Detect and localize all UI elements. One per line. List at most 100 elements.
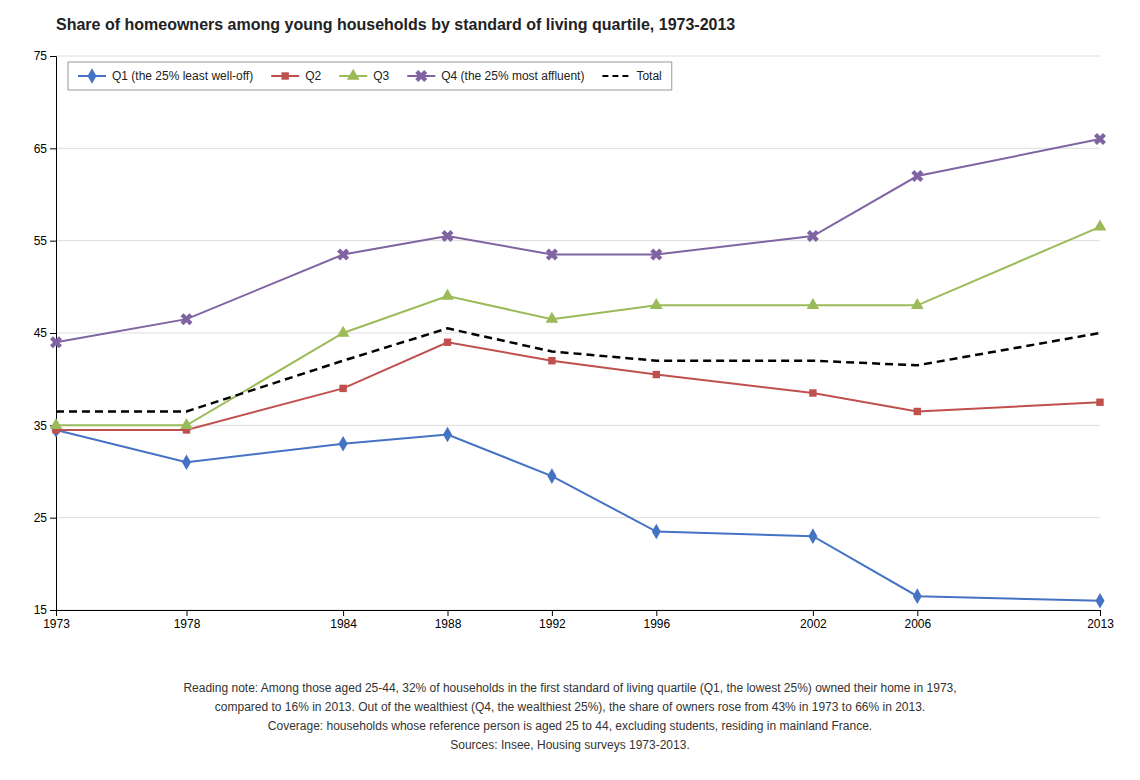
grid [56, 56, 1100, 610]
series-line [56, 139, 1100, 342]
notes: Reading note: Among those aged 25-44, 32… [183, 681, 956, 752]
annotation: Coverage: households whose reference per… [268, 719, 872, 733]
point [647, 246, 665, 264]
x-tick: 2002 [800, 610, 827, 631]
x-tick-mark [813, 610, 814, 616]
point [548, 357, 555, 364]
x-tick: 1978 [174, 610, 201, 631]
y-tick-label: 55 [34, 234, 48, 248]
y-tick-mark [50, 56, 56, 57]
series-line [56, 227, 1100, 426]
point [339, 436, 348, 452]
x-tick-label: 1988 [435, 617, 462, 631]
annotation: Reading note: Among those aged 25-44, 32… [183, 681, 956, 695]
grid-line [56, 148, 1100, 149]
legend-symbol [281, 72, 288, 79]
x-tick-label: 2013 [1087, 617, 1114, 631]
y-tick-mark [50, 610, 56, 611]
point [808, 528, 817, 544]
grid-line [56, 333, 1100, 334]
series-line [56, 430, 1100, 601]
legend-line [602, 75, 630, 77]
x-axis: 1973 1978 1984 1988 1992 1996 2002 2006 2013 [43, 610, 1114, 631]
plot: 1973 1978 1984 1988 1992 1996 2002 2006 2013 15 25… [34, 49, 1115, 630]
point [650, 298, 663, 309]
legend-label: Q3 [373, 69, 389, 83]
series [56, 328, 1100, 411]
legend-item: Q2 [271, 69, 321, 83]
point [339, 385, 346, 392]
x-tick: 1984 [330, 610, 357, 631]
y-tick: 65 [34, 142, 56, 156]
grid-line [56, 56, 1100, 57]
y-tick-label: 45 [34, 326, 48, 340]
point [50, 418, 62, 429]
series-group [50, 130, 1106, 608]
point [444, 339, 451, 346]
x-tick-label: 1992 [539, 617, 566, 631]
point [438, 227, 456, 245]
y-tick-label: 15 [34, 603, 48, 617]
title: Share of homeowners among young househol… [56, 16, 735, 33]
x-tick: 2006 [904, 610, 931, 631]
point [913, 588, 922, 604]
point [547, 468, 556, 484]
legend-symbol [412, 67, 430, 85]
y-tick: 55 [34, 234, 56, 248]
point [1094, 219, 1106, 230]
x-tick-label: 1996 [643, 617, 670, 631]
y-tick: 75 [34, 49, 56, 63]
legend-label: Total [636, 69, 661, 83]
x-tick: 1996 [643, 610, 670, 631]
y-tick-label: 35 [34, 419, 48, 433]
x-tick-label: 2002 [800, 617, 827, 631]
x-tick-mark [187, 610, 188, 616]
x-tick: 1988 [435, 610, 462, 631]
point [652, 524, 661, 540]
point [337, 326, 350, 337]
point [50, 333, 65, 351]
chart: Share of homeowners among young househol… [0, 0, 1140, 780]
point [441, 289, 454, 300]
legend-label: Q1 (the 25% least well-off) [112, 69, 253, 83]
legend-item: Total [602, 69, 661, 83]
series-line [56, 342, 1100, 430]
legend: Q1 (the 25% least well-off) Q2 Q3 Q4 (the 2… [68, 62, 672, 90]
x-tick-mark [448, 610, 449, 616]
y-tick: 25 [34, 511, 56, 525]
legend-box [68, 62, 672, 90]
point [807, 298, 820, 309]
y-tick-mark [50, 333, 56, 334]
point [177, 310, 195, 328]
point [809, 389, 816, 396]
legend-label: Q4 (the 25% most affluent) [441, 69, 584, 83]
x-tick-mark [656, 610, 657, 616]
y-tick-mark [50, 518, 56, 519]
series [50, 130, 1106, 351]
y-tick-mark [50, 241, 56, 242]
grid-line [56, 240, 1100, 241]
point [1091, 130, 1106, 148]
series-line [56, 328, 1100, 411]
x-tick-mark [917, 610, 918, 616]
point [653, 371, 660, 378]
grid-line [56, 425, 1100, 426]
point [546, 312, 559, 323]
point [804, 227, 822, 245]
annotation: Sources: Insee, Housing surveys 1973-201… [450, 738, 689, 752]
x-tick: 1973 [43, 610, 70, 631]
legend-label: Q2 [305, 69, 321, 83]
y-axis: 15 25 35 45 55 65 75 [34, 49, 57, 617]
grid-line [56, 517, 1100, 518]
point [443, 427, 452, 443]
x-axis-line [57, 611, 1101, 617]
x-tick: 1992 [539, 610, 566, 631]
x-tick-label: 1984 [330, 617, 357, 631]
y-tick: 15 [34, 603, 56, 617]
legend-item: Q1 (the 25% least well-off) [78, 68, 253, 84]
y-tick-label: 75 [34, 49, 48, 63]
x-tick-mark [552, 610, 553, 616]
legend-symbol [88, 68, 97, 84]
point [182, 454, 191, 470]
point [1096, 593, 1105, 609]
